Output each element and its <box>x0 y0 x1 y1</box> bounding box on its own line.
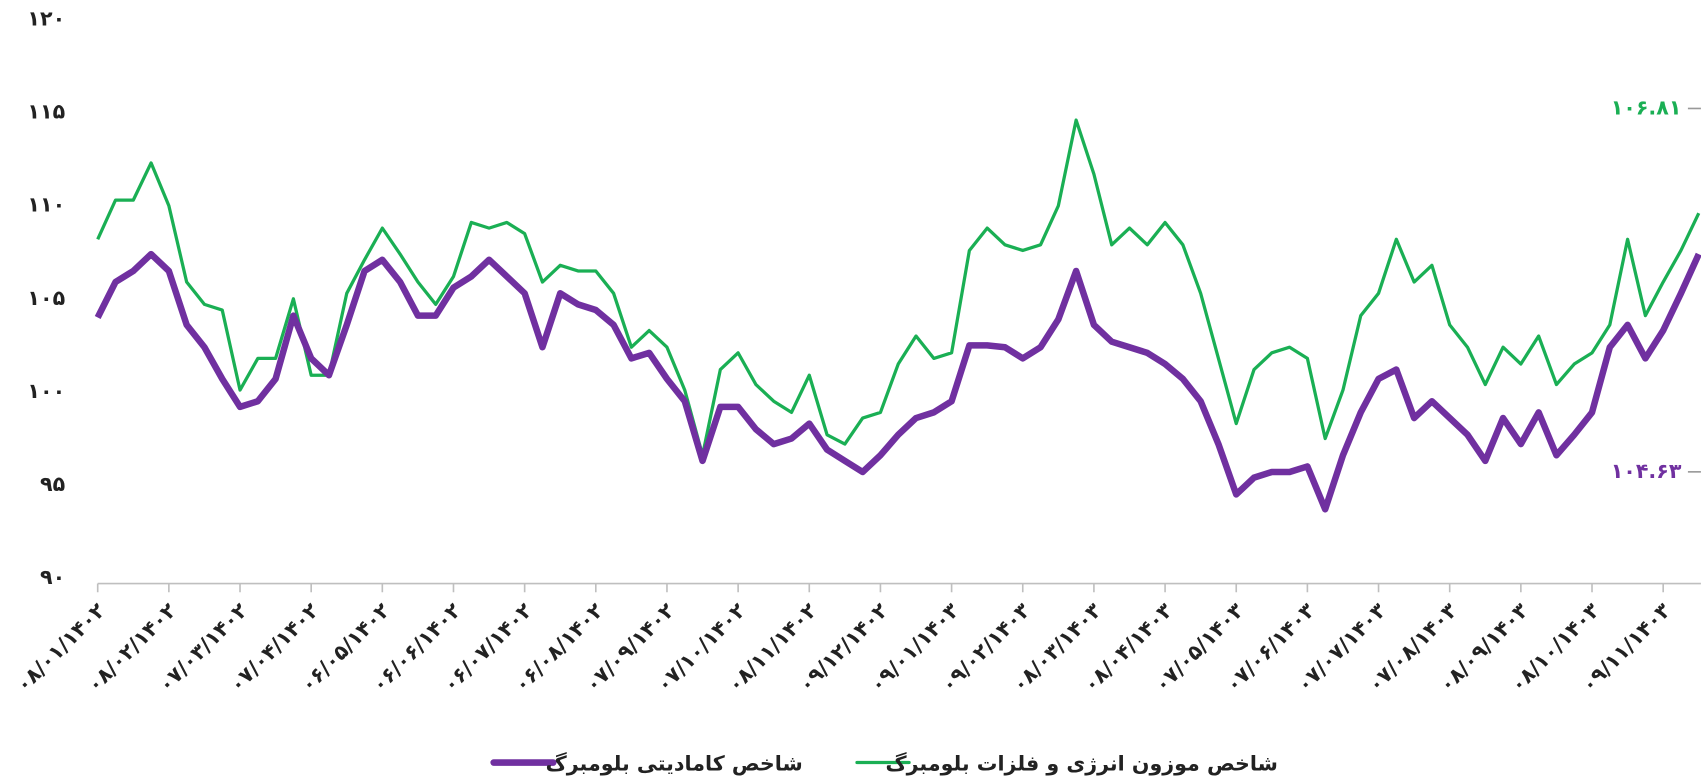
legend-label: شاخص موزون انرژی و فلزات بلومبرگ <box>886 752 1278 776</box>
end-label: ۱۰۶.۸۱ <box>1611 95 1682 119</box>
series-line <box>96 118 1701 457</box>
y-tick-label: ۱۰۰ <box>27 379 65 403</box>
y-tick-label: ۱۲۰ <box>27 7 65 31</box>
y-tick-label: ۹۰ <box>40 565 65 589</box>
y-tick-label: ۱۱۵ <box>27 100 65 124</box>
series-line <box>94 250 1701 513</box>
legend-label: شاخص کامادیتی بلومبرگ <box>546 752 803 776</box>
y-tick-label: ۱۱۰ <box>27 193 65 217</box>
y-tick-label: ۹۵ <box>40 472 65 496</box>
y-tick-label: ۱۰۵ <box>27 286 65 310</box>
end-label: ۱۰۴.۶۳ <box>1611 459 1682 483</box>
